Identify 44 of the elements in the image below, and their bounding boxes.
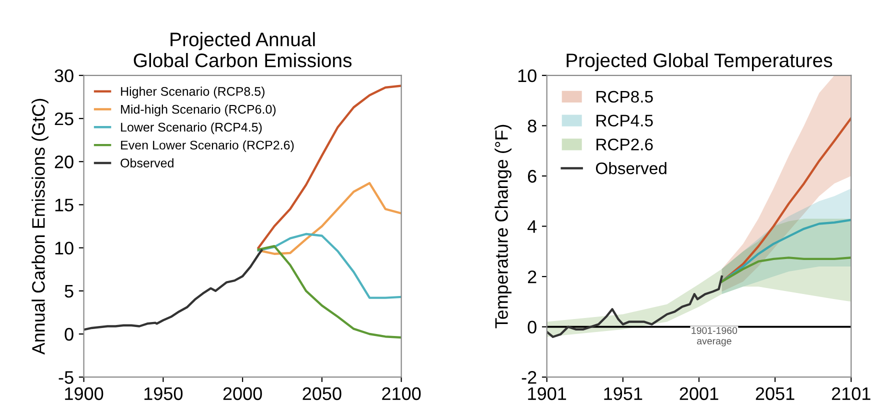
- y-tick-label: -2: [522, 371, 536, 384]
- y-tick-label: 2: [528, 270, 536, 284]
- ref-line-label: 1901-1960 average: [692, 327, 738, 346]
- legend-label: Mid-high Scenario (RCP6.0): [121, 104, 276, 116]
- line-series: [720, 256, 852, 283]
- legend-label: RCP2.6: [596, 138, 653, 150]
- y-tick-label: 25: [54, 112, 74, 126]
- x-tick-label: 1951: [604, 387, 642, 400]
- y-tick-label: 0: [64, 328, 74, 341]
- x-tick-label: 2001: [680, 387, 718, 400]
- x-tick-label: 2051: [756, 387, 794, 400]
- line-series: [84, 249, 263, 331]
- x-tick-label: 1950: [144, 387, 183, 400]
- y-tick-label: 30: [54, 69, 74, 82]
- x-tick-label: 2050: [302, 387, 342, 400]
- y-tick-label: 20: [54, 156, 74, 168]
- y-tick-label: 15: [55, 198, 74, 212]
- y-tick-label: 4: [527, 220, 537, 233]
- chart-title: Projected Annual Global Carbon Emissions: [134, 32, 352, 68]
- y-axis-title: Temperature Change (°F): [494, 124, 512, 328]
- line-series: [257, 244, 402, 339]
- y-tick-label: -5: [58, 371, 74, 384]
- chart-title: Projected Global Temperatures: [566, 52, 832, 72]
- x-tick-label: 1901: [528, 387, 566, 400]
- y-axis-title: Annual Carbon Emissions (GtC): [32, 98, 48, 355]
- y-tick-label: 5: [64, 285, 74, 298]
- legend-label: RCP4.5: [596, 114, 653, 127]
- y-tick-label: 10: [518, 69, 536, 82]
- x-tick-label: 2000: [223, 387, 262, 400]
- y-tick-label: 0: [528, 320, 536, 334]
- line-series: [257, 232, 402, 299]
- x-tick-label: 1900: [65, 387, 104, 400]
- line-series: [257, 182, 402, 255]
- legend-label: Observed: [120, 158, 174, 168]
- legend-label: Higher Scenario (RCP8.5): [121, 86, 264, 98]
- x-tick-label: 2101: [832, 387, 870, 400]
- legend-label: Lower Scenario (RCP4.5): [121, 122, 262, 134]
- y-tick-label: 6: [528, 170, 536, 183]
- legend-label: Observed: [596, 162, 666, 174]
- legend-label: Even Lower Scenario (RCP2.6): [121, 140, 294, 152]
- y-tick-label: 8: [528, 120, 536, 132]
- y-tick-label: 10: [55, 242, 74, 255]
- legend-label: RCP8.5: [596, 90, 653, 103]
- x-tick-label: 2100: [382, 387, 421, 400]
